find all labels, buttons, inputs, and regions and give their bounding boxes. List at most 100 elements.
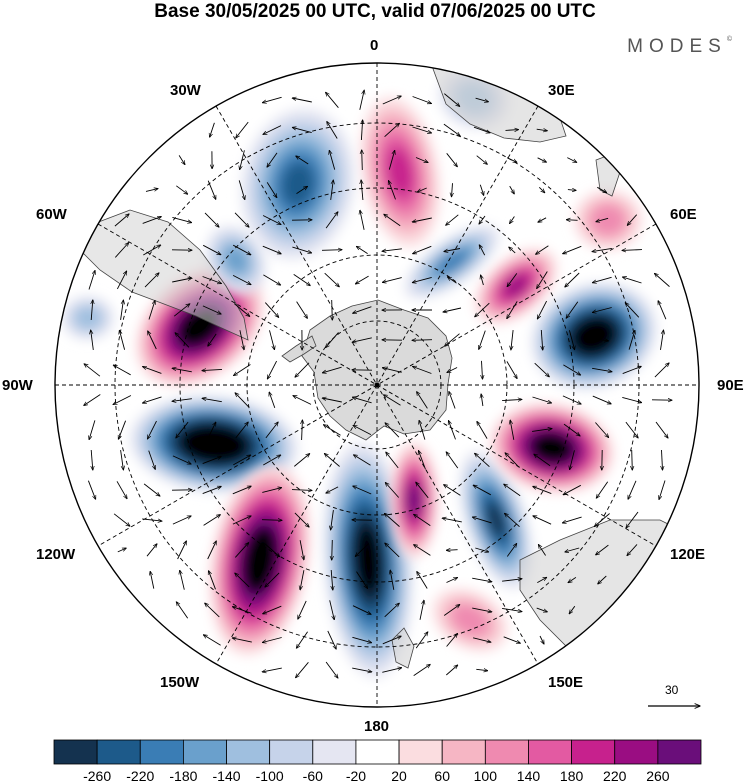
- vector-reference-label: 30: [665, 683, 679, 697]
- meridian-label-60e: 60E: [670, 206, 697, 223]
- colorbar-box: [312, 739, 357, 765]
- wind-arrow: [234, 543, 248, 558]
- wind-arrow: [382, 248, 402, 251]
- wind-arrow: [655, 273, 670, 287]
- wind-arrow: [475, 547, 488, 552]
- colorbar-tick-label: -60: [303, 768, 323, 783]
- wind-arrow: [444, 485, 461, 496]
- wind-arrow: [84, 364, 101, 377]
- wind-arrow: [447, 367, 458, 373]
- wind-arrow: [596, 544, 609, 555]
- wind-arrow: [352, 636, 371, 642]
- wind-arrow: [625, 303, 640, 318]
- wind-arrow: [202, 305, 221, 314]
- wind-arrow: [654, 363, 669, 378]
- colorbar-tick-label: 140: [517, 768, 541, 783]
- wind-arrow: [117, 548, 126, 553]
- wind-arrow: [444, 248, 461, 252]
- meridian-label-150w: 150W: [160, 674, 200, 691]
- wind-arrow: [114, 214, 129, 227]
- wind-arrow: [326, 486, 339, 493]
- wind-arrow: [266, 182, 277, 197]
- wind-arrow: [234, 364, 251, 376]
- colorbar-tick-label: 180: [560, 768, 584, 783]
- wind-arrow: [413, 367, 432, 374]
- wind-arrow: [505, 130, 519, 131]
- colorbar-box: [53, 739, 98, 765]
- wind-arrow: [507, 273, 518, 286]
- wind-arrow: [91, 330, 94, 350]
- anomaly-lobe: [360, 96, 440, 248]
- wind-arrow: [148, 420, 157, 439]
- wind-arrow: [327, 630, 336, 649]
- wind-arrow: [232, 486, 251, 495]
- anomaly-contour: [436, 249, 468, 275]
- wind-arrow: [536, 129, 548, 131]
- wind-arrow: [562, 516, 582, 523]
- wind-arrow: [569, 605, 576, 614]
- wind-arrow: [628, 480, 637, 499]
- wind-arrow: [592, 395, 611, 404]
- wind-arrow: [417, 572, 428, 589]
- wind-arrow: [324, 272, 340, 287]
- wind-arrow: [384, 123, 400, 138]
- wind-arrow: [565, 272, 580, 287]
- wind-arrow: [262, 488, 281, 493]
- wind-arrow: [239, 330, 244, 350]
- wind-arrow: [563, 484, 582, 494]
- wind-arrow: [172, 516, 191, 525]
- wind-arrow: [361, 180, 363, 201]
- wind-arrow: [292, 98, 312, 103]
- wind-arrow: [353, 425, 372, 435]
- wind-arrow: [622, 366, 642, 375]
- wind-arrow: [386, 452, 399, 469]
- wind-arrow: [596, 217, 609, 221]
- wind-arrow: [507, 301, 518, 318]
- wind-arrow: [142, 217, 162, 224]
- wind-arrow: [202, 244, 221, 254]
- wind-arrow: [148, 450, 156, 470]
- meridian-label-150e: 150E: [548, 674, 584, 691]
- meridian-label-60w: 60W: [36, 206, 67, 223]
- wind-arrow: [203, 515, 221, 526]
- wind-arrow: [265, 572, 280, 587]
- wind-arrow: [479, 245, 486, 256]
- wind-arrow: [660, 330, 664, 350]
- wind-arrow: [382, 96, 401, 105]
- colorbar-tick-labels: -260 -220 -180 -140 -100 -60 -20 20 60 100 140 180 2…: [83, 768, 670, 783]
- colorbar-boxes: [53, 739, 702, 765]
- wind-arrow: [295, 362, 310, 377]
- wind-arrow: [355, 543, 370, 557]
- colorbar-box: [355, 739, 400, 765]
- wind-arrow: [538, 545, 546, 556]
- wind-arrow: [362, 150, 363, 171]
- wind-arrow: [175, 333, 190, 348]
- wind-arrow: [331, 569, 333, 590]
- wind-arrow: [294, 512, 309, 527]
- wind-arrow: [267, 360, 277, 379]
- meridian-label-90w: 90W: [2, 377, 33, 394]
- wind-arrow: [416, 482, 429, 499]
- wind-arrow: [504, 484, 521, 497]
- wind-arrow: [91, 449, 93, 470]
- wind-arrow: [567, 157, 576, 163]
- anomaly-contour: [223, 246, 249, 274]
- wind-arrow: [537, 577, 546, 583]
- wind-arrow: [293, 274, 311, 285]
- wind-arrow: [592, 307, 612, 313]
- wind-arrow: [570, 450, 575, 469]
- anomaly-contour: [200, 435, 228, 453]
- meridian-label-0: 0: [370, 37, 379, 54]
- anomaly-lobe: [475, 248, 557, 324]
- antarctic-peninsula: [281, 335, 317, 363]
- wind-arrow: [443, 605, 460, 616]
- wind-arrow: [413, 245, 432, 253]
- wind-arrow: [296, 301, 308, 319]
- colorbar-tick-label: 220: [603, 768, 627, 783]
- wind-arrow: [88, 271, 95, 290]
- wind-arrow: [538, 186, 544, 192]
- wind-arrow: [390, 570, 395, 590]
- wind-arrow: [321, 250, 342, 251]
- wind-arrow: [482, 360, 483, 379]
- wind-arrow: [329, 150, 336, 170]
